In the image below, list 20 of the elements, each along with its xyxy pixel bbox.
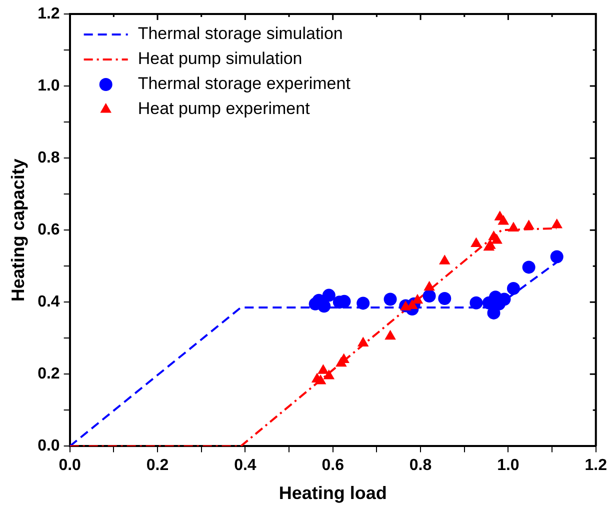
- x-tick-label: 1.2: [584, 457, 608, 474]
- x-axis-title: Heating load: [278, 483, 387, 504]
- y-axis-title: Heating capacity: [8, 158, 28, 302]
- y-tick-label: 1.0: [38, 77, 60, 94]
- x-tick-label: 0.0: [58, 457, 82, 474]
- legend-label: Thermal storage simulation: [138, 24, 343, 44]
- x-tick-label: 0.4: [234, 457, 256, 474]
- y-tick-label: 0.2: [38, 366, 60, 383]
- y-tick-label: 0.0: [38, 438, 60, 455]
- y-tick-label: 0.4: [38, 294, 60, 311]
- x-tick-label: 0.2: [146, 457, 169, 474]
- legend-label: Thermal storage experiment: [138, 74, 351, 94]
- y-tick-label: 0.6: [38, 222, 60, 239]
- x-tick-label: 1.0: [497, 457, 520, 474]
- y-tick-label: 0.8: [38, 149, 60, 166]
- x-tick-label: 0.8: [409, 457, 432, 474]
- legend-label: Heat pump simulation: [138, 49, 302, 68]
- y-tick-label: 1.2: [38, 5, 60, 22]
- x-tick-label: 0.6: [322, 457, 344, 474]
- legend-label: Heat pump experiment: [138, 99, 310, 118]
